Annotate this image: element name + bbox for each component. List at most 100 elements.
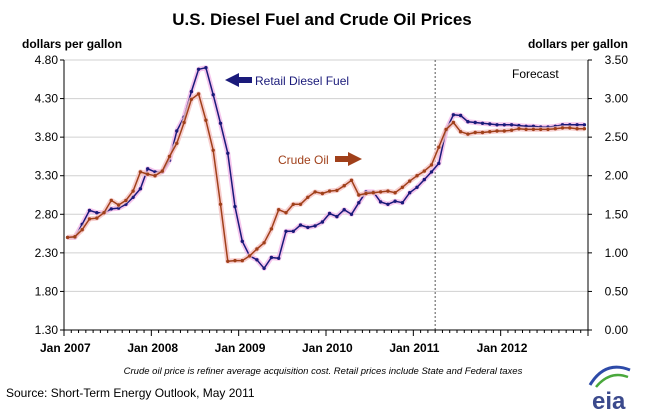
crude-oil-point bbox=[342, 184, 346, 188]
crude-oil-point bbox=[444, 127, 448, 132]
crude-oil-point bbox=[175, 141, 179, 145]
crude-oil-point bbox=[415, 174, 419, 178]
crude-annotation-arrow bbox=[335, 152, 362, 166]
crude-oil-point bbox=[473, 130, 477, 135]
retail-diesel-fuel-point bbox=[327, 211, 332, 216]
retail-diesel-fuel-point bbox=[87, 208, 92, 213]
crude-oil-point bbox=[495, 129, 499, 133]
crude-oil-point bbox=[517, 127, 521, 131]
retail-diesel-fuel-point bbox=[480, 121, 485, 126]
crude-oil-point bbox=[277, 208, 281, 212]
right-y-tick-label: 3.50 bbox=[605, 53, 629, 67]
x-tick-label: Jan 2009 bbox=[215, 341, 266, 355]
retail-diesel-fuel-point bbox=[458, 113, 463, 118]
crude-oil-point bbox=[393, 191, 397, 195]
crude-oil-point bbox=[582, 127, 587, 131]
left-y-tick-label: 2.30 bbox=[35, 246, 59, 260]
retail-diesel-fuel-point bbox=[495, 123, 499, 127]
retail-diesel-fuel-point bbox=[196, 67, 201, 72]
retail-diesel-fuel-point bbox=[582, 123, 587, 127]
right-y-tick-labels: 0.00 0.50 1.00 1.50 2.00 2.50 3.00 3.50 bbox=[605, 53, 629, 337]
crude-oil-point bbox=[211, 148, 215, 152]
retail-diesel-fuel-point bbox=[429, 170, 434, 174]
right-axis-unit-label: dollars per gallon bbox=[528, 37, 628, 51]
crude-oil-point bbox=[196, 92, 201, 96]
retail-diesel-fuel-point bbox=[298, 223, 303, 227]
retail-diesel-fuel-point bbox=[306, 225, 310, 230]
retail-diesel-fuel-point bbox=[393, 199, 397, 203]
retail-diesel-fuel-point bbox=[291, 229, 295, 233]
retail-diesel-fuel-point bbox=[284, 229, 288, 233]
crude-oil-point bbox=[327, 189, 332, 193]
crude-oil-point bbox=[546, 127, 550, 132]
crude-oil-point bbox=[371, 191, 375, 195]
x-tick-label: Jan 2011 bbox=[389, 341, 439, 355]
right-y-tick-label: 3.00 bbox=[605, 92, 629, 106]
retail-diesel-fuel-point bbox=[378, 200, 383, 204]
retail-diesel-fuel-point bbox=[466, 120, 470, 124]
retail-diesel-fuel-point bbox=[320, 220, 325, 224]
retail-diesel-fuel-point bbox=[408, 191, 412, 195]
crude-oil-point bbox=[437, 145, 441, 149]
retail-diesel-fuel-point bbox=[502, 123, 506, 127]
source-text: Source: Short-Term Energy Outlook, May 2… bbox=[6, 386, 255, 400]
left-y-tick-label: 1.30 bbox=[35, 323, 59, 337]
retail-diesel-fuel-point bbox=[226, 151, 230, 155]
crude-oil-point bbox=[364, 191, 368, 196]
crude-oil-point bbox=[429, 163, 434, 167]
x-tick-label: Jan 2007 bbox=[40, 341, 91, 355]
retail-diesel-fuel-point bbox=[488, 122, 492, 126]
retail-diesel-fuel-point bbox=[415, 185, 419, 189]
right-y-tick-label: 2.50 bbox=[605, 130, 629, 144]
x-tick-label: Jan 2012 bbox=[477, 341, 528, 355]
retail-diesel-fuel-point bbox=[233, 204, 237, 209]
retail-diesel-fuel-point bbox=[422, 177, 426, 182]
retail-diesel-fuel-point bbox=[218, 121, 223, 126]
crude-oil-point bbox=[160, 169, 164, 173]
crude-oil-point bbox=[291, 202, 295, 206]
retail-diesel-fuel-point bbox=[277, 256, 281, 260]
logo-arc-blue bbox=[588, 365, 631, 386]
crude-oil-point bbox=[284, 211, 288, 215]
retail-diesel-fuel-point bbox=[109, 207, 114, 211]
crude-oil-point bbox=[167, 154, 172, 159]
crude-oil-point bbox=[255, 247, 259, 251]
retail-diesel-fuel-point bbox=[386, 202, 390, 206]
crude-oil-point bbox=[422, 169, 426, 173]
crude-oil-point bbox=[408, 179, 412, 183]
left-y-tick-label: 1.80 bbox=[35, 284, 59, 298]
crude-oil-point bbox=[102, 211, 106, 215]
retail-diesel-fuel-point bbox=[262, 266, 266, 270]
crude-oil-point bbox=[524, 127, 528, 132]
retail-diesel-fuel-point bbox=[189, 89, 194, 94]
crude-oil-point bbox=[386, 189, 390, 193]
retail-diesel-fuel-point bbox=[131, 195, 135, 199]
retail-diesel-fuel-point bbox=[575, 123, 579, 127]
crude-oil-point bbox=[335, 188, 339, 193]
retail-diesel-fuel-point bbox=[211, 93, 215, 97]
retail-diesel-fuel-point bbox=[400, 201, 405, 205]
left-y-tick-label: 4.80 bbox=[35, 53, 59, 67]
crude-oil-point bbox=[313, 190, 317, 194]
crude-annotation: Crude Oil bbox=[278, 152, 362, 167]
eia-logo: eia bbox=[588, 365, 631, 415]
crude-oil-point bbox=[146, 172, 150, 176]
crude-oil-point bbox=[502, 129, 506, 133]
left-y-tick-label: 3.30 bbox=[35, 169, 59, 183]
left-y-tick-label: 3.80 bbox=[35, 130, 59, 144]
crude-oil-point bbox=[226, 259, 230, 263]
crude-oil-point bbox=[451, 120, 456, 125]
logo-arc-green bbox=[595, 373, 629, 388]
axes bbox=[60, 59, 592, 336]
crude-oil-point bbox=[480, 130, 485, 135]
retail-diesel-fuel-point bbox=[357, 201, 361, 205]
chart-title: U.S. Diesel Fuel and Crude Oil Prices bbox=[172, 10, 471, 29]
crude-oil-point bbox=[378, 190, 383, 194]
retail-diesel-fuel-point bbox=[313, 224, 317, 228]
crude-oil-point bbox=[568, 126, 572, 130]
crude-oil-point bbox=[320, 191, 325, 196]
right-y-tick-label: 2.00 bbox=[605, 169, 629, 183]
crude-oil-point bbox=[95, 216, 99, 220]
crude-oil-point bbox=[240, 258, 244, 263]
crude-oil-point bbox=[488, 130, 492, 134]
